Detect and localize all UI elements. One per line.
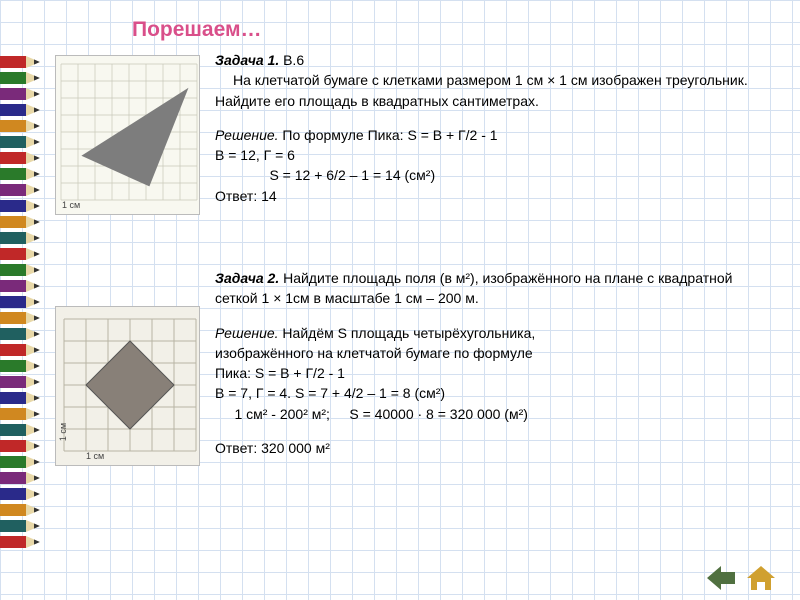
problem-1-subtitle: В.6 [279, 52, 304, 68]
problem-1-block: Задача 1. В.6 На клетчатой бумаге с клет… [215, 50, 775, 206]
axis-label-2y: 1 см [58, 423, 68, 441]
problem-2-body: Найдите площадь поля (в м²), изображённо… [215, 270, 732, 306]
axis-label-1: 1 см [62, 200, 80, 210]
problem-2-answer: Ответ: 320 000 м² [215, 438, 775, 458]
back-arrow-icon[interactable] [707, 566, 735, 590]
problem-1-values: В = 12, Г = 6 [215, 145, 775, 165]
problem-1-title: Задача 1. [215, 52, 279, 68]
problem-2-scale: 1 см² - 200² м²; S = 40000 · 8 = 320 000… [215, 404, 775, 424]
solution-label-2: Решение. [215, 325, 279, 341]
home-icon[interactable] [747, 566, 775, 590]
problem-2-title: Задача 2. [215, 270, 279, 286]
solution-label-1: Решение. [215, 127, 279, 143]
solution-text-2b: изображённого на клетчатой бумаге по фор… [215, 343, 775, 363]
solution-text-2a: Найдём S площадь четырёхугольника, [279, 325, 536, 341]
page-title: Порешаем… [132, 18, 770, 42]
problem-1-body: На клетчатой бумаге с клетками размером … [215, 70, 775, 111]
problem-2-block: Задача 2. Найдите площадь поля (в м²), и… [215, 268, 775, 458]
problem-1-calc: S = 12 + 6/2 – 1 = 14 (см²) [215, 165, 775, 185]
nav-controls [707, 566, 775, 590]
solution-text-2c: Пика: S = В + Г/2 - 1 [215, 363, 775, 383]
solution-text-1: По формуле Пика: S = В + Г/2 - 1 [279, 127, 498, 143]
axis-label-2x: 1 см [86, 451, 104, 461]
figure-problem-2: 1 см 1 см [55, 306, 200, 466]
problem-2-values: В = 7, Г = 4. S = 7 + 4/2 – 1 = 8 (см²) [215, 383, 775, 403]
problem-1-answer: Ответ: 14 [215, 186, 775, 206]
pencil-border [0, 55, 40, 549]
figure-problem-1: 1 см [55, 55, 200, 215]
